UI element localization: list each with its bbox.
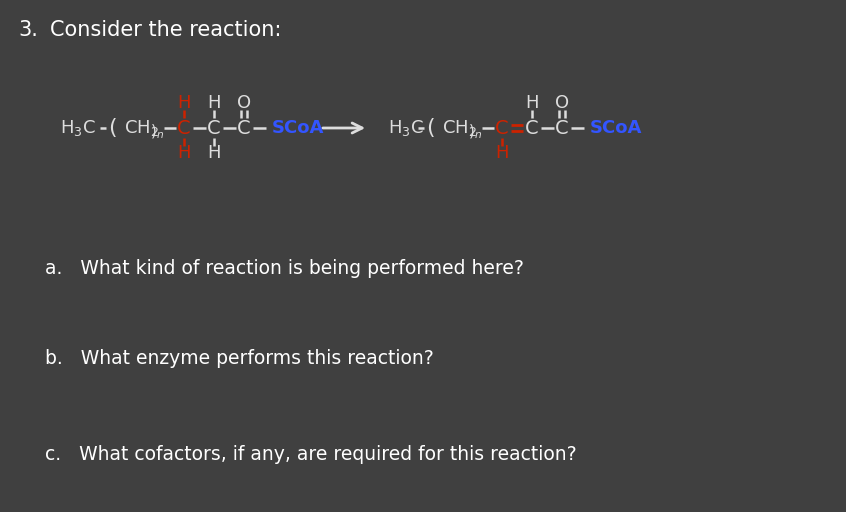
Text: c.   What cofactors, if any, are required for this reaction?: c. What cofactors, if any, are required … — [45, 445, 577, 464]
Text: H: H — [178, 144, 190, 162]
Text: b.   What enzyme performs this reaction?: b. What enzyme performs this reaction? — [45, 349, 434, 368]
Text: O: O — [555, 94, 569, 112]
Text: C: C — [237, 118, 250, 138]
Text: H$_3$C: H$_3$C — [60, 118, 96, 138]
Text: a.   What kind of reaction is being performed here?: a. What kind of reaction is being perfor… — [45, 259, 524, 278]
Text: H: H — [495, 144, 508, 162]
Text: )$_n$: )$_n$ — [468, 123, 482, 141]
Text: C: C — [555, 118, 569, 138]
Text: SCoA: SCoA — [272, 119, 324, 137]
Text: )$_n$: )$_n$ — [150, 123, 164, 141]
Text: H: H — [207, 144, 221, 162]
Text: H: H — [207, 94, 221, 112]
Text: SCoA: SCoA — [590, 119, 642, 137]
Text: H: H — [525, 94, 539, 112]
Text: CH$_2$: CH$_2$ — [442, 118, 477, 138]
Text: C: C — [177, 118, 191, 138]
Text: Consider the reaction:: Consider the reaction: — [50, 20, 282, 40]
Text: O: O — [237, 94, 251, 112]
Text: (: ( — [108, 118, 117, 138]
Text: CH$_2$: CH$_2$ — [124, 118, 159, 138]
Text: C: C — [495, 118, 508, 138]
Text: C: C — [207, 118, 221, 138]
Text: 3.: 3. — [18, 20, 38, 40]
Text: C: C — [525, 118, 539, 138]
Text: H: H — [178, 94, 190, 112]
Text: H$_3$C: H$_3$C — [388, 118, 424, 138]
Text: (: ( — [426, 118, 435, 138]
